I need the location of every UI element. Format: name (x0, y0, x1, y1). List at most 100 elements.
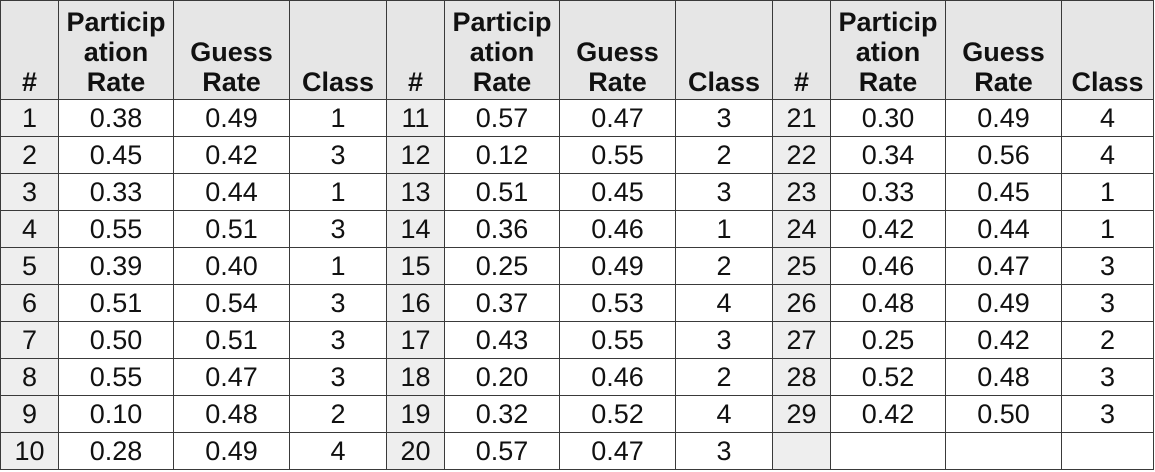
participation-rate-cell (830, 432, 946, 470)
class-cell: 3 (675, 321, 773, 359)
table-row: 8 0.55 0.47 3 18 0.20 0.46 2 28 0.52 0.48 3 (0, 358, 1154, 396)
table-row: 1 0.38 0.49 1 11 0.57 0.47 3 21 0.30 0.49 4 (0, 99, 1154, 137)
class-cell: 1 (675, 210, 773, 248)
class-cell: 2 (289, 395, 387, 433)
table-row: 10 0.28 0.49 4 20 0.57 0.47 3 (0, 432, 1154, 470)
participation-rate-cell: 0.32 (444, 395, 560, 433)
participation-rate-cell: 0.37 (444, 284, 560, 322)
participation-rate-cell: 0.42 (830, 395, 946, 433)
guess-rate-cell: 0.48 (173, 395, 290, 433)
row-index-cell: 10 (0, 432, 59, 470)
class-cell: 3 (1061, 358, 1154, 396)
guess-rate-cell: 0.47 (945, 247, 1062, 285)
header-row: # Particip ation Rate Guess Rate Class # Pa… (0, 0, 1154, 100)
class-cell: 3 (289, 210, 387, 248)
header-index: # (386, 0, 445, 100)
table-row: 9 0.10 0.48 2 19 0.32 0.52 4 29 0.42 0.50 3 (0, 395, 1154, 433)
participation-rate-cell: 0.33 (58, 173, 174, 211)
header-guess-rate: Guess Rate (173, 0, 290, 100)
guess-rate-cell: 0.42 (945, 321, 1062, 359)
class-cell: 2 (675, 136, 773, 174)
guess-rate-cell: 0.49 (559, 247, 676, 285)
row-index-cell: 28 (772, 358, 831, 396)
participation-rate-cell: 0.10 (58, 395, 174, 433)
class-cell: 3 (675, 99, 773, 137)
header-guess-rate: Guess Rate (945, 0, 1062, 100)
participation-rate-cell: 0.20 (444, 358, 560, 396)
row-index-cell: 8 (0, 358, 59, 396)
participation-rate-cell: 0.51 (58, 284, 174, 322)
participation-rate-cell: 0.57 (444, 99, 560, 137)
participation-rate-cell: 0.52 (830, 358, 946, 396)
row-index-cell: 9 (0, 395, 59, 433)
guess-rate-cell: 0.55 (559, 136, 676, 174)
class-cell: 3 (1061, 395, 1154, 433)
guess-rate-cell: 0.42 (173, 136, 290, 174)
table-row: 6 0.51 0.54 3 16 0.37 0.53 4 26 0.48 0.49 3 (0, 284, 1154, 322)
participation-rate-cell: 0.30 (830, 99, 946, 137)
guess-rate-cell: 0.47 (559, 432, 676, 470)
guess-rate-cell: 0.48 (945, 358, 1062, 396)
guess-rate-cell: 0.49 (173, 432, 290, 470)
guess-rate-cell: 0.55 (559, 321, 676, 359)
guess-rate-cell: 0.46 (559, 210, 676, 248)
class-cell (1061, 432, 1154, 470)
class-cell: 4 (289, 432, 387, 470)
participation-rate-cell: 0.33 (830, 173, 946, 211)
class-cell: 1 (289, 99, 387, 137)
guess-rate-cell: 0.54 (173, 284, 290, 322)
guess-rate-cell: 0.40 (173, 247, 290, 285)
class-cell: 2 (675, 358, 773, 396)
header-class: Class (289, 0, 387, 100)
participation-rate-cell: 0.57 (444, 432, 560, 470)
participation-rate-cell: 0.48 (830, 284, 946, 322)
row-index-cell: 22 (772, 136, 831, 174)
participation-rate-cell: 0.25 (830, 321, 946, 359)
guess-rate-cell: 0.51 (173, 321, 290, 359)
class-cell: 4 (675, 284, 773, 322)
participation-rate-cell: 0.50 (58, 321, 174, 359)
guess-rate-cell: 0.47 (559, 99, 676, 137)
row-index-cell: 23 (772, 173, 831, 211)
row-index-cell: 12 (386, 136, 445, 174)
participation-rate-cell: 0.45 (58, 136, 174, 174)
row-index-cell: 4 (0, 210, 59, 248)
row-index-cell: 6 (0, 284, 59, 322)
guess-rate-cell: 0.45 (945, 173, 1062, 211)
row-index-cell: 13 (386, 173, 445, 211)
guess-rate-cell: 0.44 (945, 210, 1062, 248)
guess-rate-cell: 0.44 (173, 173, 290, 211)
table-row: 7 0.50 0.51 3 17 0.43 0.55 3 27 0.25 0.42 2 (0, 321, 1154, 359)
row-index-cell: 24 (772, 210, 831, 248)
table-row: 4 0.55 0.51 3 14 0.36 0.46 1 24 0.42 0.44 1 (0, 210, 1154, 248)
participation-rate-cell: 0.39 (58, 247, 174, 285)
class-cell: 1 (289, 173, 387, 211)
class-cell: 4 (675, 395, 773, 433)
row-index-cell: 21 (772, 99, 831, 137)
row-index-cell: 15 (386, 247, 445, 285)
guess-rate-cell: 0.49 (945, 284, 1062, 322)
participation-rate-cell: 0.51 (444, 173, 560, 211)
class-cell: 3 (289, 358, 387, 396)
guess-rate-cell: 0.50 (945, 395, 1062, 433)
participation-rate-cell: 0.34 (830, 136, 946, 174)
row-index-cell: 11 (386, 99, 445, 137)
participation-rate-cell: 0.25 (444, 247, 560, 285)
row-index-cell: 20 (386, 432, 445, 470)
row-index-cell (772, 432, 831, 470)
row-index-cell: 14 (386, 210, 445, 248)
class-cell: 3 (675, 432, 773, 470)
class-cell: 4 (1061, 136, 1154, 174)
header-class: Class (675, 0, 773, 100)
row-index-cell: 19 (386, 395, 445, 433)
guess-rate-cell: 0.47 (173, 358, 290, 396)
row-index-cell: 25 (772, 247, 831, 285)
class-cell: 2 (1061, 321, 1154, 359)
row-index-cell: 5 (0, 247, 59, 285)
guess-rate-cell (945, 432, 1062, 470)
class-cell: 3 (289, 321, 387, 359)
guess-rate-cell: 0.51 (173, 210, 290, 248)
row-index-cell: 7 (0, 321, 59, 359)
class-cell: 1 (1061, 173, 1154, 211)
